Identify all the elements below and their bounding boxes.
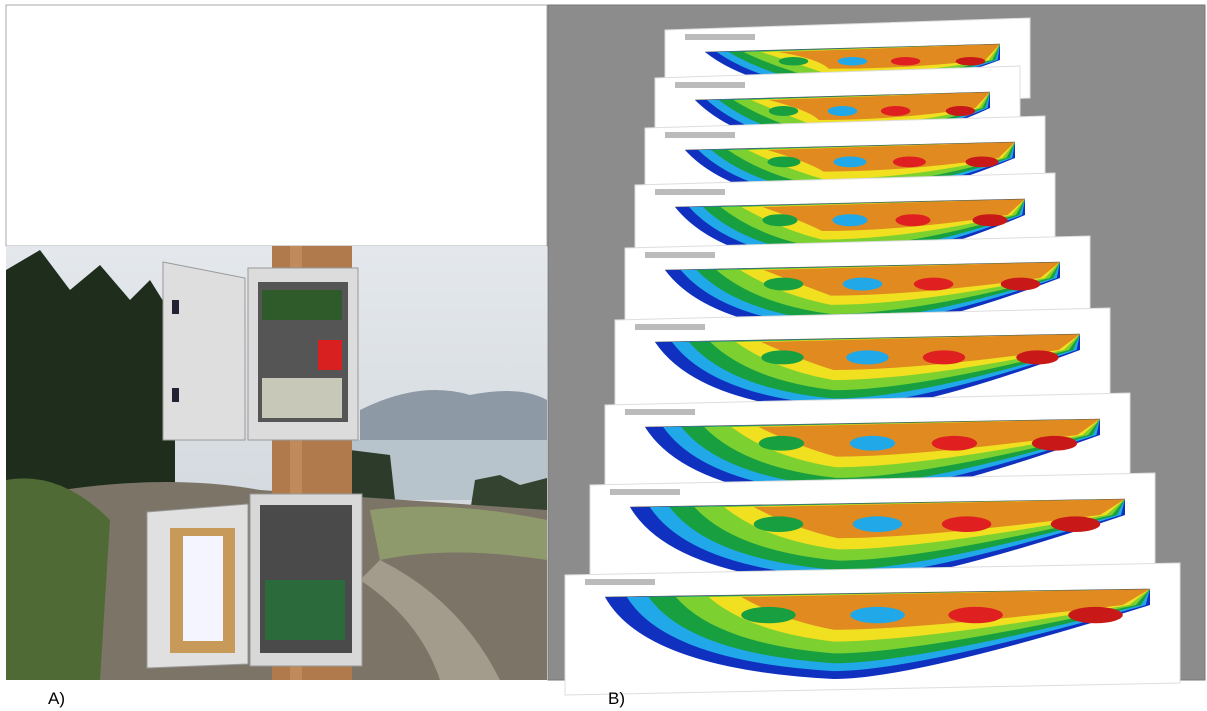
caption-block bbox=[685, 34, 755, 40]
anomaly bbox=[741, 607, 796, 623]
anomaly bbox=[764, 278, 804, 291]
anomaly bbox=[973, 214, 1008, 226]
caption-block bbox=[665, 132, 735, 138]
anomaly bbox=[833, 214, 868, 226]
caption-block bbox=[635, 324, 705, 330]
anomaly bbox=[893, 156, 926, 167]
anomaly bbox=[828, 106, 858, 116]
anomaly bbox=[846, 350, 889, 364]
anomaly bbox=[896, 214, 931, 226]
panel-a bbox=[6, 5, 547, 680]
anomaly bbox=[948, 607, 1003, 623]
anomaly bbox=[834, 156, 867, 167]
anomaly bbox=[853, 516, 903, 532]
anomaly bbox=[1032, 436, 1078, 451]
panel-label: A) bbox=[48, 689, 65, 708]
anomaly bbox=[891, 57, 921, 65]
anomaly bbox=[1051, 516, 1101, 532]
anomaly bbox=[768, 156, 801, 167]
anomaly bbox=[946, 106, 976, 116]
anomaly bbox=[881, 106, 911, 116]
caption-block bbox=[585, 579, 655, 585]
anomaly bbox=[966, 156, 999, 167]
anomaly bbox=[779, 57, 809, 65]
caption-block bbox=[610, 489, 680, 495]
figure: A) B) bbox=[0, 0, 1207, 711]
anomaly bbox=[769, 106, 799, 116]
anomaly bbox=[942, 516, 992, 532]
panel-b bbox=[548, 5, 1205, 695]
anomaly bbox=[1001, 278, 1041, 291]
caption-block bbox=[645, 252, 715, 258]
anomaly bbox=[1068, 607, 1123, 623]
anomaly bbox=[763, 214, 798, 226]
anomaly bbox=[923, 350, 966, 364]
anomaly bbox=[1016, 350, 1059, 364]
caption-block bbox=[625, 409, 695, 415]
anomaly bbox=[932, 436, 978, 451]
anomaly bbox=[850, 607, 905, 623]
section-sheet bbox=[565, 563, 1180, 695]
caption-block bbox=[675, 82, 745, 88]
anomaly bbox=[843, 278, 883, 291]
anomaly bbox=[761, 350, 804, 364]
anomaly bbox=[956, 57, 986, 65]
anomaly bbox=[850, 436, 896, 451]
anomaly bbox=[759, 436, 805, 451]
caption-block bbox=[655, 189, 725, 195]
anomaly bbox=[754, 516, 804, 532]
panel-label: B) bbox=[608, 689, 625, 708]
blank-area bbox=[6, 5, 547, 246]
photo bbox=[6, 246, 547, 680]
anomaly bbox=[914, 278, 954, 291]
anomaly bbox=[838, 57, 868, 65]
